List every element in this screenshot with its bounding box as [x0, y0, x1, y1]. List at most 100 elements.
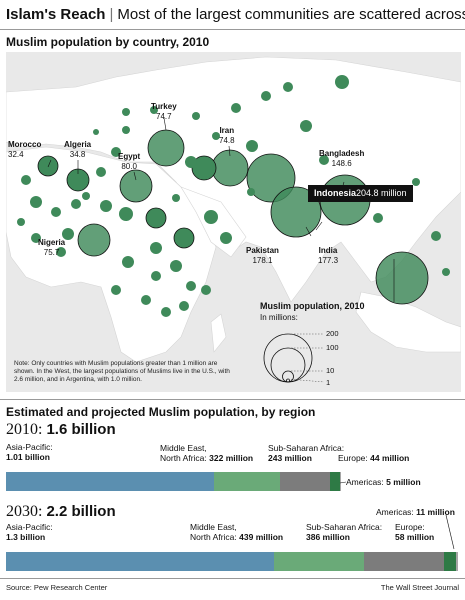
map-svg: [6, 56, 461, 383]
country-bubble: [96, 167, 106, 177]
country-bubble: [172, 194, 180, 202]
bar-2010-segment-europe: [330, 472, 340, 491]
country-bubble: [31, 233, 41, 243]
legend-value-1: 1: [326, 378, 331, 387]
legend-value-10: 10: [326, 366, 335, 375]
label-algeria: Algeria 34.8: [64, 140, 92, 159]
label-pakistan: Pakistan 178.1: [246, 246, 279, 265]
label-2010-asia: Asia-Pacific: 1.01 billion: [6, 442, 53, 462]
year-2030-heading: 2030: 2.2 billion: [6, 503, 116, 520]
country-bubble: [141, 295, 151, 305]
country-bubble: [204, 210, 218, 224]
country-bubble: [51, 207, 61, 217]
label-morocco: Morocco 32.4: [8, 140, 42, 159]
country-bubble: [412, 178, 420, 186]
label-turkey: Turkey 74.7: [151, 102, 177, 121]
country-bubble: [231, 103, 241, 113]
bar-2030-segment-europe: [443, 552, 456, 571]
country-bubble: [247, 188, 255, 196]
country-bubble: [246, 153, 296, 203]
label-2030-americas: Americas: 11 million: [376, 507, 455, 517]
country-bubble: [17, 218, 25, 226]
country-bubble: [82, 192, 90, 200]
label-india: India 177.3: [318, 246, 339, 265]
header-rule: [0, 29, 465, 30]
label-2030-europe: Europe: 58 million: [395, 522, 435, 542]
country-bubble: [283, 82, 293, 92]
footer-source: Source: Pew Research Center: [6, 583, 108, 592]
country-bubble: [375, 251, 429, 305]
label-2010-mena: Middle East, North Africa: 322 million: [160, 443, 254, 463]
country-bubble: [300, 120, 312, 132]
bar-2030-segment-americas: [455, 552, 458, 571]
bar-2010-segment-asia-pacific: [6, 472, 215, 491]
map-section-title: Muslim population by country, 2010: [6, 35, 210, 49]
country-bubble: [150, 242, 162, 254]
country-bubble: [431, 231, 441, 241]
country-bubble: [261, 91, 271, 101]
country-bubble: [442, 268, 450, 276]
country-bubble: [93, 129, 99, 135]
country-bubble: [319, 155, 329, 165]
label-2010-ssa: Sub-Saharan Africa: 243 million: [268, 443, 345, 463]
country-bubble: [37, 155, 59, 177]
world-map: Turkey 74.7 Morocco 32.4 Algeria 34.8 Egypt…: [6, 52, 461, 392]
country-bubble: [173, 227, 195, 249]
country-bubble: [220, 232, 232, 244]
leader-lines: [47, 117, 395, 302]
country-bubble: [122, 126, 130, 134]
country-bubble: [192, 112, 200, 120]
map-note: Note: Only countries with Muslim populat…: [14, 360, 230, 383]
country-bubble: [212, 132, 220, 140]
country-bubble: [150, 106, 158, 114]
bar-2030: [6, 552, 458, 571]
country-bubble: [185, 156, 197, 168]
year-2010-heading: 2010: 1.6 billion: [6, 421, 116, 438]
country-bubble: [21, 175, 31, 185]
label-2030-mena: Middle East, North Africa: 439 million: [190, 522, 284, 542]
country-bubble: [191, 155, 217, 181]
bar-2030-segment-asia-pacific: [6, 552, 274, 571]
country-bubble: [179, 301, 189, 311]
legend-value-200: 200: [326, 329, 339, 338]
country-bubble: [77, 223, 111, 257]
label-nigeria: Nigeria 75.7: [38, 238, 66, 257]
country-bubble: [170, 260, 182, 272]
section-rule: [0, 399, 465, 400]
country-bubble: [30, 196, 42, 208]
label-2010-americas: Americas: 5 million: [346, 477, 421, 487]
label-2010-europe: Europe: 44 million: [338, 453, 410, 463]
country-bubble: [161, 307, 171, 317]
header-title: Islam's Reach: [6, 6, 106, 23]
country-bubble: [122, 256, 134, 268]
bar-2010-segment-middle-east-north-africa: [214, 472, 281, 491]
country-bubble: [373, 213, 383, 223]
bar-2010-segment-sub-saharan-africa: [280, 472, 331, 491]
header-separator: |: [109, 6, 114, 23]
legend-unit: In millions:: [260, 313, 298, 322]
country-bubbles: [17, 75, 450, 317]
country-bubble: [100, 200, 112, 212]
region-section-title: Estimated and projected Muslim populatio…: [6, 405, 316, 419]
header: Islam's Reach | Most of the largest commun…: [6, 6, 465, 23]
country-bubble: [201, 285, 211, 295]
country-bubble: [122, 108, 130, 116]
label-bangladesh: Bangladesh 148.6: [319, 149, 365, 168]
country-bubble: [111, 285, 121, 295]
label-2030-ssa: Sub-Saharan Africa: 386 million: [306, 522, 383, 542]
bar-2010: [6, 472, 458, 491]
country-bubble: [151, 271, 161, 281]
country-bubble: [56, 247, 66, 257]
country-bubble: [246, 140, 258, 152]
country-bubble: [62, 228, 74, 240]
legend-circles: [263, 333, 325, 383]
header-subtitle: Most of the largest communities are scat…: [117, 6, 465, 23]
legend-value-100: 100: [326, 343, 339, 352]
country-bubble: [119, 169, 153, 203]
label-2030-asia: Asia-Pacific: 1.3 billion: [6, 522, 53, 542]
country-bubble: [119, 207, 133, 221]
label-iran: Iran 74.8: [219, 126, 235, 145]
bar-2010-segment-americas: [339, 472, 341, 491]
country-bubble: [71, 199, 81, 209]
